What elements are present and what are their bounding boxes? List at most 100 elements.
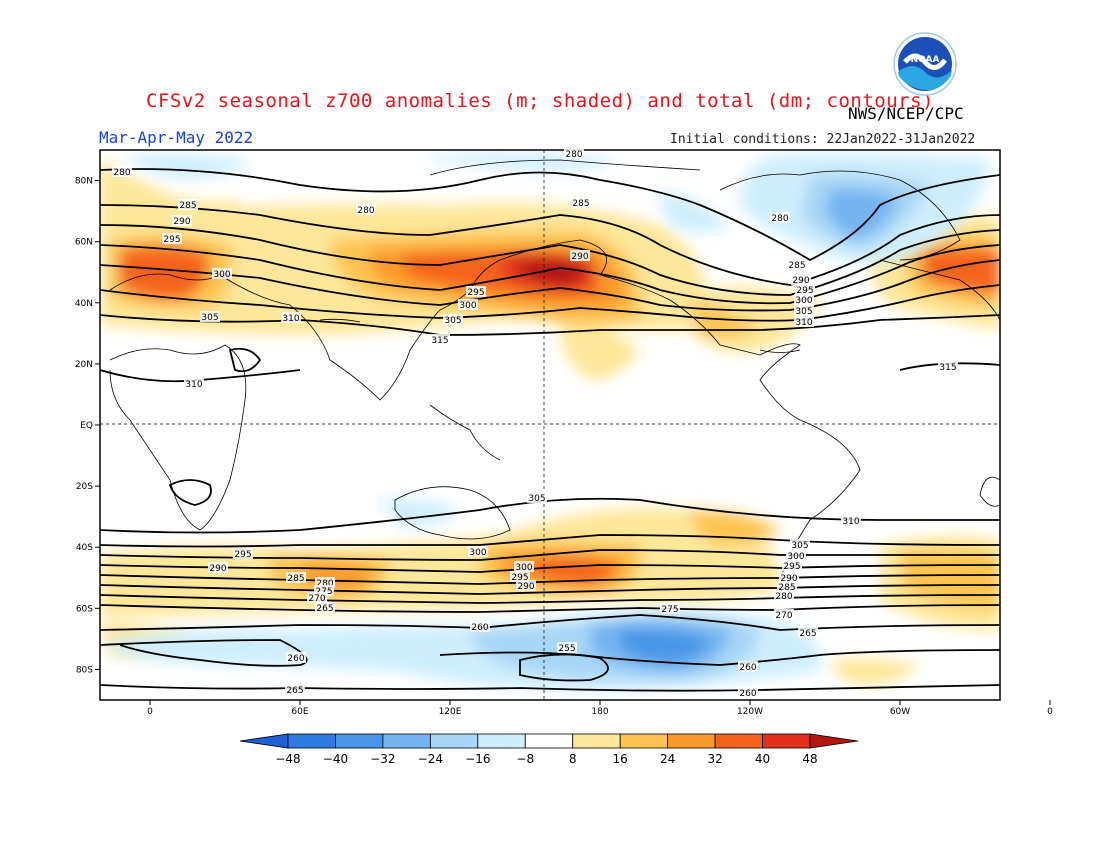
contour-label: 315 [431, 336, 448, 346]
colorbar-tick-label: 32 [707, 752, 722, 766]
colorbar-tick-label: −24 [418, 752, 443, 766]
contour-label: 295 [783, 562, 800, 572]
height-contours [100, 168, 1000, 692]
contour-label: 305 [791, 541, 808, 551]
contour-label: 280 [771, 214, 788, 224]
colorbar-tick-label: −32 [370, 752, 395, 766]
colorbar-tick-label: 16 [613, 752, 628, 766]
contour-label: 310 [185, 380, 202, 390]
contour-label: 310 [842, 517, 859, 527]
colorbar-box [477, 733, 526, 749]
contour-label: 265 [316, 604, 333, 614]
colorbar-right-arrow [809, 733, 859, 749]
contour-label: 255 [558, 644, 575, 654]
colorbar-box [667, 733, 716, 749]
contour-label: 260 [739, 689, 756, 699]
colorbar-box [335, 733, 384, 749]
chart-title: CFSv2 seasonal z700 anomalies (m; shaded… [146, 90, 934, 112]
contour-label: 290 [780, 574, 797, 584]
contour-label: 300 [795, 296, 812, 306]
lat-label: 60N [75, 238, 93, 248]
contour-label: 285 [778, 583, 795, 593]
contour-label: 265 [286, 686, 303, 696]
latitude-axis: 80N 60N 40N 20N EQ 20S 40S 60S 80S [75, 177, 100, 675]
contour-label: 315 [939, 363, 956, 373]
contour-label: 285 [788, 261, 805, 271]
contour-label: 300 [787, 552, 804, 562]
colorbar-tick-label: 24 [660, 752, 675, 766]
contour-label: 265 [799, 629, 816, 639]
colorbar-tick-label: −16 [465, 752, 490, 766]
contour-label: 295 [467, 288, 484, 298]
contour-label: 285 [179, 201, 196, 211]
colorbar-box [429, 733, 479, 749]
lon-label: 0 [147, 707, 153, 717]
contour-label: 300 [459, 301, 476, 311]
contour-label: 295 [234, 550, 251, 560]
contour-label: 260 [739, 663, 756, 673]
contour-label: 310 [795, 318, 812, 328]
grid-lines [100, 150, 1000, 700]
lat-label: 40S [76, 543, 93, 553]
contour-label: 270 [775, 611, 792, 621]
contour-label: 260 [287, 654, 304, 664]
colorbar-tick-label: −40 [323, 752, 348, 766]
colorbar-box [524, 733, 574, 749]
lat-label: 80N [75, 177, 93, 187]
contour-label: 295 [163, 235, 180, 245]
contour-label: 305 [528, 494, 545, 504]
contour-label: 300 [469, 548, 486, 558]
contour-label: 290 [173, 217, 190, 227]
lat-label: 40N [75, 299, 93, 309]
colorbar-tick-label: 48 [802, 752, 817, 766]
contour-label: 290 [792, 276, 809, 286]
contour-label: 270 [308, 594, 325, 604]
contour-label: 290 [209, 564, 226, 574]
coastlines [109, 159, 1000, 581]
contour-label: 275 [661, 605, 678, 615]
longitude-axis: 0 60E 120E 180 120W 60W 0 [147, 700, 1053, 717]
colorbar-tick-label: 40 [755, 752, 770, 766]
contour-label: 260 [471, 623, 488, 633]
colorbar-box [382, 733, 431, 749]
lon-label: 60E [291, 707, 308, 717]
lon-label: 180 [591, 707, 608, 717]
lat-label: EQ [80, 421, 93, 431]
contour-label: 280 [775, 592, 792, 602]
agency-label: NWS/NCEP/CPC [848, 104, 964, 123]
colorbar-box [287, 733, 336, 749]
colorbar-tick-label: −48 [275, 752, 300, 766]
colorbar-tick-label: 8 [569, 752, 577, 766]
colorbar-box [714, 733, 763, 749]
contour-label: 290 [517, 582, 534, 592]
contour-label: 285 [287, 574, 304, 584]
contour-label: 295 [796, 286, 813, 296]
contour-label: 280 [357, 206, 374, 216]
lon-label: 120E [439, 707, 462, 717]
lat-label: 20N [75, 360, 93, 370]
lon-label: 0 [1047, 707, 1053, 717]
noaa-logo-icon: NOAA [893, 32, 957, 96]
contour-label: 290 [571, 252, 588, 262]
contour-label: 300 [213, 270, 230, 280]
colorbar-box [572, 733, 621, 749]
lat-label: 80S [76, 665, 93, 675]
colorbar-box [619, 733, 669, 749]
colorbar-tick-label: −8 [516, 752, 534, 766]
season-label: Mar-Apr-May 2022 [99, 128, 254, 147]
colorbar-box [762, 733, 811, 749]
contour-label: 280 [316, 579, 333, 589]
contour-label: 310 [282, 314, 299, 324]
contour-label: 305 [201, 313, 218, 323]
lon-label: 60W [890, 707, 910, 717]
initial-conditions-label: Initial conditions: 22Jan2022-31Jan2022 [670, 132, 976, 147]
colorbar: −48 −40 −32 −24 −16 −8 8 16 24 32 40 48 [239, 733, 859, 766]
lat-label: 60S [76, 604, 93, 614]
contour-label: 300 [515, 563, 532, 573]
contour-label: 280 [113, 168, 130, 178]
lat-label: 20S [76, 482, 93, 492]
contour-label: 285 [572, 199, 589, 209]
colorbar-left-arrow [239, 733, 289, 749]
